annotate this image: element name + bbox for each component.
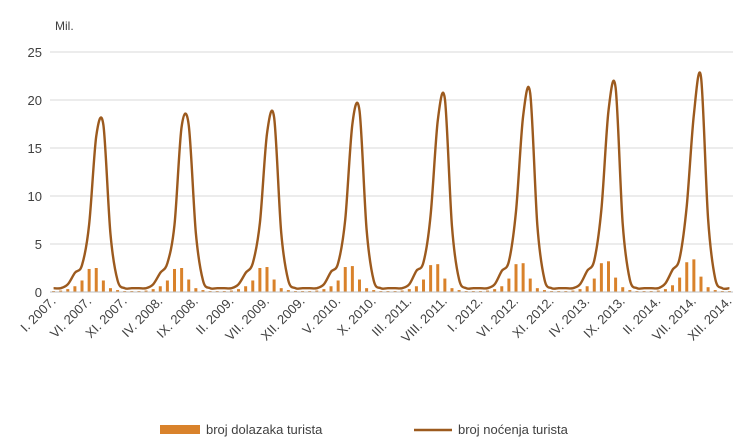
- legend: broj dolazaka turista broj noćenja turis…: [160, 422, 569, 437]
- arrivals-bar: [585, 286, 589, 292]
- arrivals-bar: [706, 287, 710, 292]
- arrivals-bar: [80, 280, 84, 292]
- y-tick-label: 5: [35, 237, 42, 252]
- arrivals-bar: [372, 290, 376, 292]
- arrivals-bar: [315, 290, 319, 292]
- overnights-line: [53, 71, 730, 291]
- arrivals-bar: [194, 288, 198, 292]
- arrivals-bar: [336, 280, 340, 292]
- arrivals-bar: [422, 279, 426, 292]
- arrivals-bar: [329, 286, 333, 292]
- arrivals-bar: [685, 262, 689, 292]
- arrivals-bar: [251, 280, 255, 292]
- arrivals-bar: [450, 288, 454, 292]
- arrivals-bar: [628, 290, 632, 292]
- arrivals-bar: [671, 285, 675, 292]
- arrivals-bar: [678, 277, 682, 292]
- arrivals-bar: [599, 263, 603, 292]
- arrivals-bar: [94, 268, 98, 292]
- y-tick-label: 20: [28, 93, 42, 108]
- y-unit-label: Mil.: [55, 19, 74, 33]
- arrivals-bar: [73, 286, 77, 292]
- arrivals-bar: [258, 268, 262, 292]
- arrivals-bar: [692, 259, 696, 292]
- arrivals-bar: [542, 290, 546, 292]
- arrivals-bar: [357, 279, 361, 292]
- arrivals-bar: [244, 286, 248, 292]
- arrivals-bar: [237, 289, 241, 292]
- arrivals-bar: [713, 290, 717, 292]
- arrivals-bar: [173, 268, 176, 292]
- arrivals-bar: [514, 264, 518, 292]
- y-tick-label: 10: [28, 189, 42, 204]
- arrivals-bar: [158, 286, 162, 292]
- arrivals-bar: [414, 286, 418, 292]
- arrivals-bar: [493, 289, 497, 292]
- arrivals-bar: [87, 268, 91, 292]
- arrivals-bar: [116, 290, 120, 292]
- y-tick-label: 0: [35, 285, 42, 300]
- arrivals-bar: [279, 288, 283, 292]
- arrivals-bar: [436, 264, 440, 292]
- arrivals-bar: [66, 289, 70, 292]
- arrivals-bar: [457, 290, 461, 292]
- legend-bar-label: broj dolazaka turista: [206, 422, 323, 437]
- arrivals-bar: [429, 265, 433, 292]
- arrivals-bar: [507, 278, 511, 292]
- arrivals-bar: [607, 261, 610, 292]
- gridlines: [50, 51, 733, 245]
- legend-line-label: broj noćenja turista: [458, 422, 569, 437]
- arrivals-bar: [578, 289, 582, 292]
- arrivals-bar: [350, 266, 354, 292]
- arrivals-bar: [322, 289, 326, 292]
- arrivals-bar: [621, 287, 625, 292]
- arrivals-bar: [187, 279, 191, 292]
- arrivals-bar: [699, 276, 703, 292]
- arrivals-bar: [486, 290, 490, 292]
- arrivals-bar: [101, 280, 105, 292]
- arrivals-bar: [528, 278, 532, 292]
- legend-bar-swatch: [160, 425, 200, 434]
- arrivals-bar: [343, 267, 347, 292]
- arrivals-bar: [400, 290, 404, 292]
- y-tick-label: 15: [28, 141, 42, 156]
- arrivals-bar: [201, 290, 205, 292]
- arrivals-bar: [592, 278, 596, 292]
- arrivals-bar: [656, 290, 660, 292]
- arrivals-bar: [407, 289, 411, 292]
- arrivals-bar: [286, 290, 290, 292]
- arrivals-bar: [535, 288, 539, 292]
- arrivals-bar: [180, 268, 184, 292]
- arrivals-bar: [59, 290, 63, 292]
- arrivals-bar: [521, 263, 525, 292]
- arrivals-bar: [571, 290, 575, 292]
- arrivals-bar: [151, 289, 155, 292]
- x-axis-ticks: I. 2007.VI. 2007.XI. 2007.IV. 2008.IX. 2…: [17, 294, 734, 346]
- arrivals-bar: [500, 286, 504, 292]
- arrivals-bar: [229, 290, 233, 292]
- arrivals-bar: [272, 279, 276, 292]
- arrivals-bar: [265, 267, 269, 292]
- arrivals-bar: [144, 290, 148, 292]
- arrivals-bar: [108, 288, 112, 292]
- arrivals-bar: [614, 277, 618, 292]
- arrivals-bar: [365, 288, 369, 292]
- arrivals-bar: [165, 280, 169, 292]
- y-tick-label: 25: [28, 45, 42, 60]
- y-axis-ticks: 0 5 10 15 20 25: [28, 45, 42, 300]
- arrivals-bar: [443, 278, 447, 292]
- arrivals-bar: [663, 289, 667, 292]
